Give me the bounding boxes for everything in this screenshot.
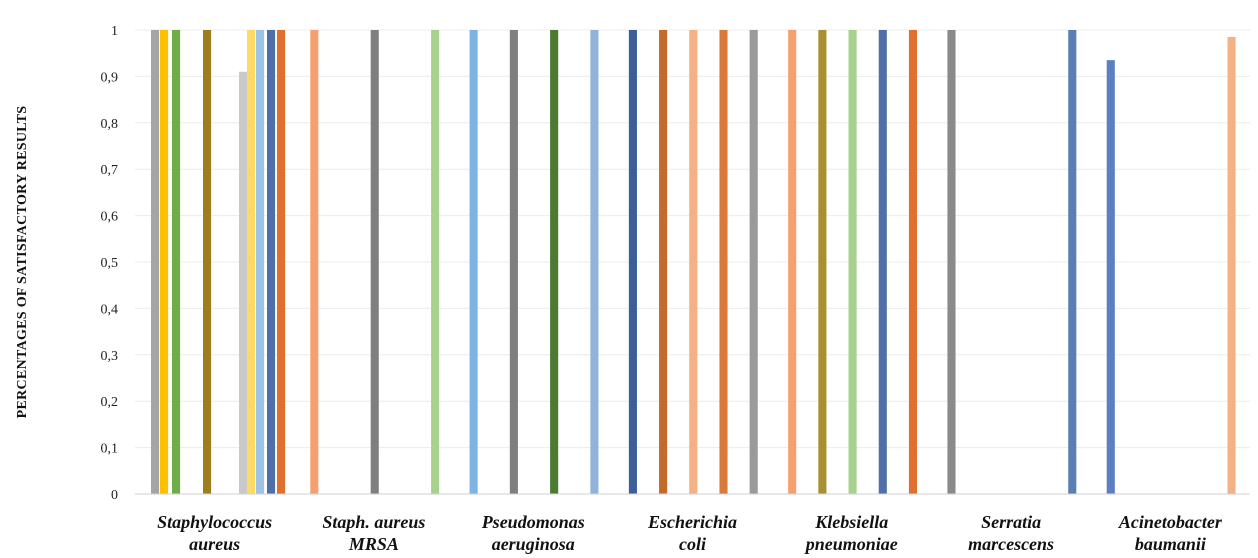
category-label: Acinetobacter — [1118, 512, 1223, 532]
y-tick-label: 0,5 — [101, 256, 119, 271]
category-label: aureus — [189, 534, 240, 554]
category-label: marcescens — [968, 534, 1054, 554]
category-label: MRSA — [348, 534, 399, 554]
bar — [256, 30, 265, 494]
bar — [469, 30, 478, 494]
bar — [1068, 30, 1077, 494]
y-tick-label: 0,1 — [101, 442, 119, 457]
bar — [370, 30, 379, 494]
bar — [277, 30, 286, 494]
y-tick-label: 0,2 — [101, 395, 119, 410]
bar — [172, 30, 181, 494]
bar — [239, 71, 248, 494]
bar — [203, 30, 212, 494]
category-label: Klebsiella — [814, 512, 888, 532]
bar — [590, 30, 599, 494]
y-tick-label: 0,6 — [101, 210, 119, 225]
bar — [160, 30, 169, 494]
category-label: Staph. aureus — [322, 512, 425, 532]
y-tick-label: 0,8 — [101, 117, 119, 132]
category-label: pneumoniae — [804, 534, 898, 554]
category-label: Pseudomonas — [481, 512, 585, 532]
category-label: aeruginosa — [492, 534, 575, 554]
y-tick-label: 0,4 — [101, 302, 119, 317]
category-label: baumanii — [1135, 534, 1206, 554]
category-label: Staphylococcus — [157, 512, 272, 532]
category-label: coli — [679, 534, 706, 554]
y-tick-label: 1 — [111, 24, 118, 39]
bar — [247, 30, 256, 494]
bar — [818, 30, 827, 494]
bar — [689, 30, 698, 494]
bar — [848, 30, 857, 494]
y-axis-ticks: 0 0,1 0,2 0,3 0,4 0,5 0,6 0,7 0,8 0,9 1 — [101, 24, 119, 503]
bar — [908, 30, 918, 494]
bar — [151, 30, 160, 494]
bar — [878, 30, 887, 494]
bar — [1106, 60, 1115, 494]
y-tick-label: 0 — [111, 488, 118, 503]
bar — [947, 30, 956, 494]
bar — [719, 30, 728, 494]
bar — [788, 30, 797, 494]
y-tick-label: 0,3 — [101, 349, 119, 364]
bar — [431, 30, 440, 494]
bar — [749, 30, 758, 494]
bar — [659, 30, 668, 494]
y-tick-label: 0,9 — [101, 70, 119, 85]
bars — [151, 30, 1236, 495]
y-axis-label: PERCENTAGES OF SATISFACTORY RESULTS — [15, 106, 30, 419]
bar — [267, 30, 276, 494]
bar — [1227, 36, 1236, 495]
bar — [310, 30, 319, 494]
category-label: Escherichia — [647, 512, 737, 532]
bar — [628, 30, 637, 494]
bar — [550, 30, 559, 494]
y-tick-label: 0,7 — [101, 163, 119, 178]
bar — [509, 30, 518, 494]
category-label: Serratia — [981, 512, 1041, 532]
